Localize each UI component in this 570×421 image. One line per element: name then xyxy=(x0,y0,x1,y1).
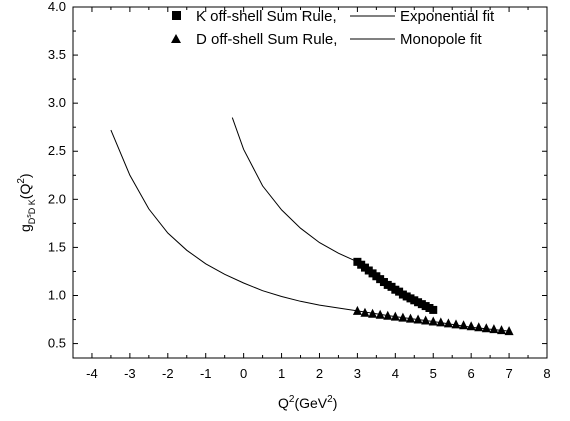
data-markers xyxy=(352,257,514,336)
fit-curves xyxy=(110,117,510,332)
x-tick-label: 1 xyxy=(278,366,285,381)
x-axis-title-rest: (GeV xyxy=(294,395,327,411)
x-axis-title-main: Q xyxy=(278,395,289,411)
triangle-marker xyxy=(466,321,476,331)
triangle-marker xyxy=(504,326,514,336)
triangle-marker xyxy=(474,322,484,332)
y-axis-title-close: ) xyxy=(17,173,33,178)
exponential-fit-curve xyxy=(231,117,358,263)
x-tick-label: 5 xyxy=(430,366,437,381)
y-tick-label: 2.0 xyxy=(48,191,66,206)
legend-label-k: K off-shell Sum Rule, xyxy=(196,8,337,25)
triangle-marker xyxy=(496,325,506,335)
triangle-marker xyxy=(421,315,431,325)
x-tick-label: 0 xyxy=(240,366,247,381)
square-marker xyxy=(429,305,438,314)
y-tick-label: 4.0 xyxy=(48,0,66,14)
y-axis-title-rest: (Q xyxy=(17,184,33,200)
x-tick-label: -4 xyxy=(86,366,98,381)
legend-square-marker xyxy=(172,11,181,20)
axis-ticks xyxy=(73,6,548,358)
legend-label-monopole: Monopole fit xyxy=(400,31,483,48)
triangle-marker xyxy=(398,312,408,322)
triangle-marker xyxy=(481,323,491,333)
triangle-marker xyxy=(390,311,400,321)
y-tick-label: 0.5 xyxy=(48,336,66,351)
triangle-marker xyxy=(360,307,370,317)
triangle-marker xyxy=(368,308,378,318)
triangle-marker xyxy=(375,309,385,319)
x-axis-title-sup: 2 xyxy=(289,394,295,405)
triangle-marker xyxy=(459,320,469,330)
y-axis-title-sup: 2 xyxy=(16,178,27,184)
triangle-marker xyxy=(451,319,461,329)
x-tick-label: -1 xyxy=(200,366,212,381)
triangle-marker xyxy=(405,313,415,323)
triangle-marker xyxy=(428,316,438,326)
y-tick-label: 1.0 xyxy=(48,287,66,302)
x-tick-label: 2 xyxy=(316,366,323,381)
y-axis-title-sub2: D K xyxy=(27,199,37,214)
triangle-marker xyxy=(383,310,393,320)
x-tick-label: 7 xyxy=(505,366,512,381)
triangle-marker xyxy=(436,317,446,327)
triangle-marker xyxy=(413,314,423,324)
x-tick-label: 4 xyxy=(392,366,399,381)
triangle-marker xyxy=(489,324,499,334)
x-axis-title-sup2: 2 xyxy=(327,394,333,405)
y-tick-label: 1.5 xyxy=(48,239,66,254)
y-axis-title-sub: D xyxy=(27,217,37,224)
y-tick-label: 2.5 xyxy=(48,143,66,158)
triangle-marker xyxy=(443,318,453,328)
x-tick-label: 8 xyxy=(543,366,550,381)
y-axis-title: gDsD K(Q2) xyxy=(16,173,37,232)
x-axis-title-close: ) xyxy=(333,395,338,411)
y-axis-title-subsub: s xyxy=(26,214,33,218)
y-axis-title-main: g xyxy=(17,224,33,232)
x-tick-label: -3 xyxy=(124,366,136,381)
x-tick-label: 6 xyxy=(468,366,475,381)
x-tick-label: 3 xyxy=(354,366,361,381)
legend-label-exponential: Exponential fit xyxy=(400,8,495,25)
y-tick-label: 3.5 xyxy=(48,47,66,62)
legend-triangle-marker xyxy=(171,34,181,43)
y-tick-label: 3.0 xyxy=(48,95,66,110)
monopole-fit-curve xyxy=(110,129,510,332)
triangle-marker xyxy=(352,305,362,315)
legend: K off-shell Sum Rule, Exponential fit D … xyxy=(171,8,495,48)
legend-label-d: D off-shell Sum Rule, xyxy=(196,31,337,48)
plot-frame xyxy=(72,6,548,359)
tick-labels: -4 -3 -2 -1 0 1 2 3 4 5 6 7 8 0.5 1.0 1.5 2.0 2.5 3.0 3.5 4.… xyxy=(48,0,551,381)
x-tick-label: -2 xyxy=(162,366,174,381)
x-axis-title: Q2(GeV2) xyxy=(278,394,337,411)
